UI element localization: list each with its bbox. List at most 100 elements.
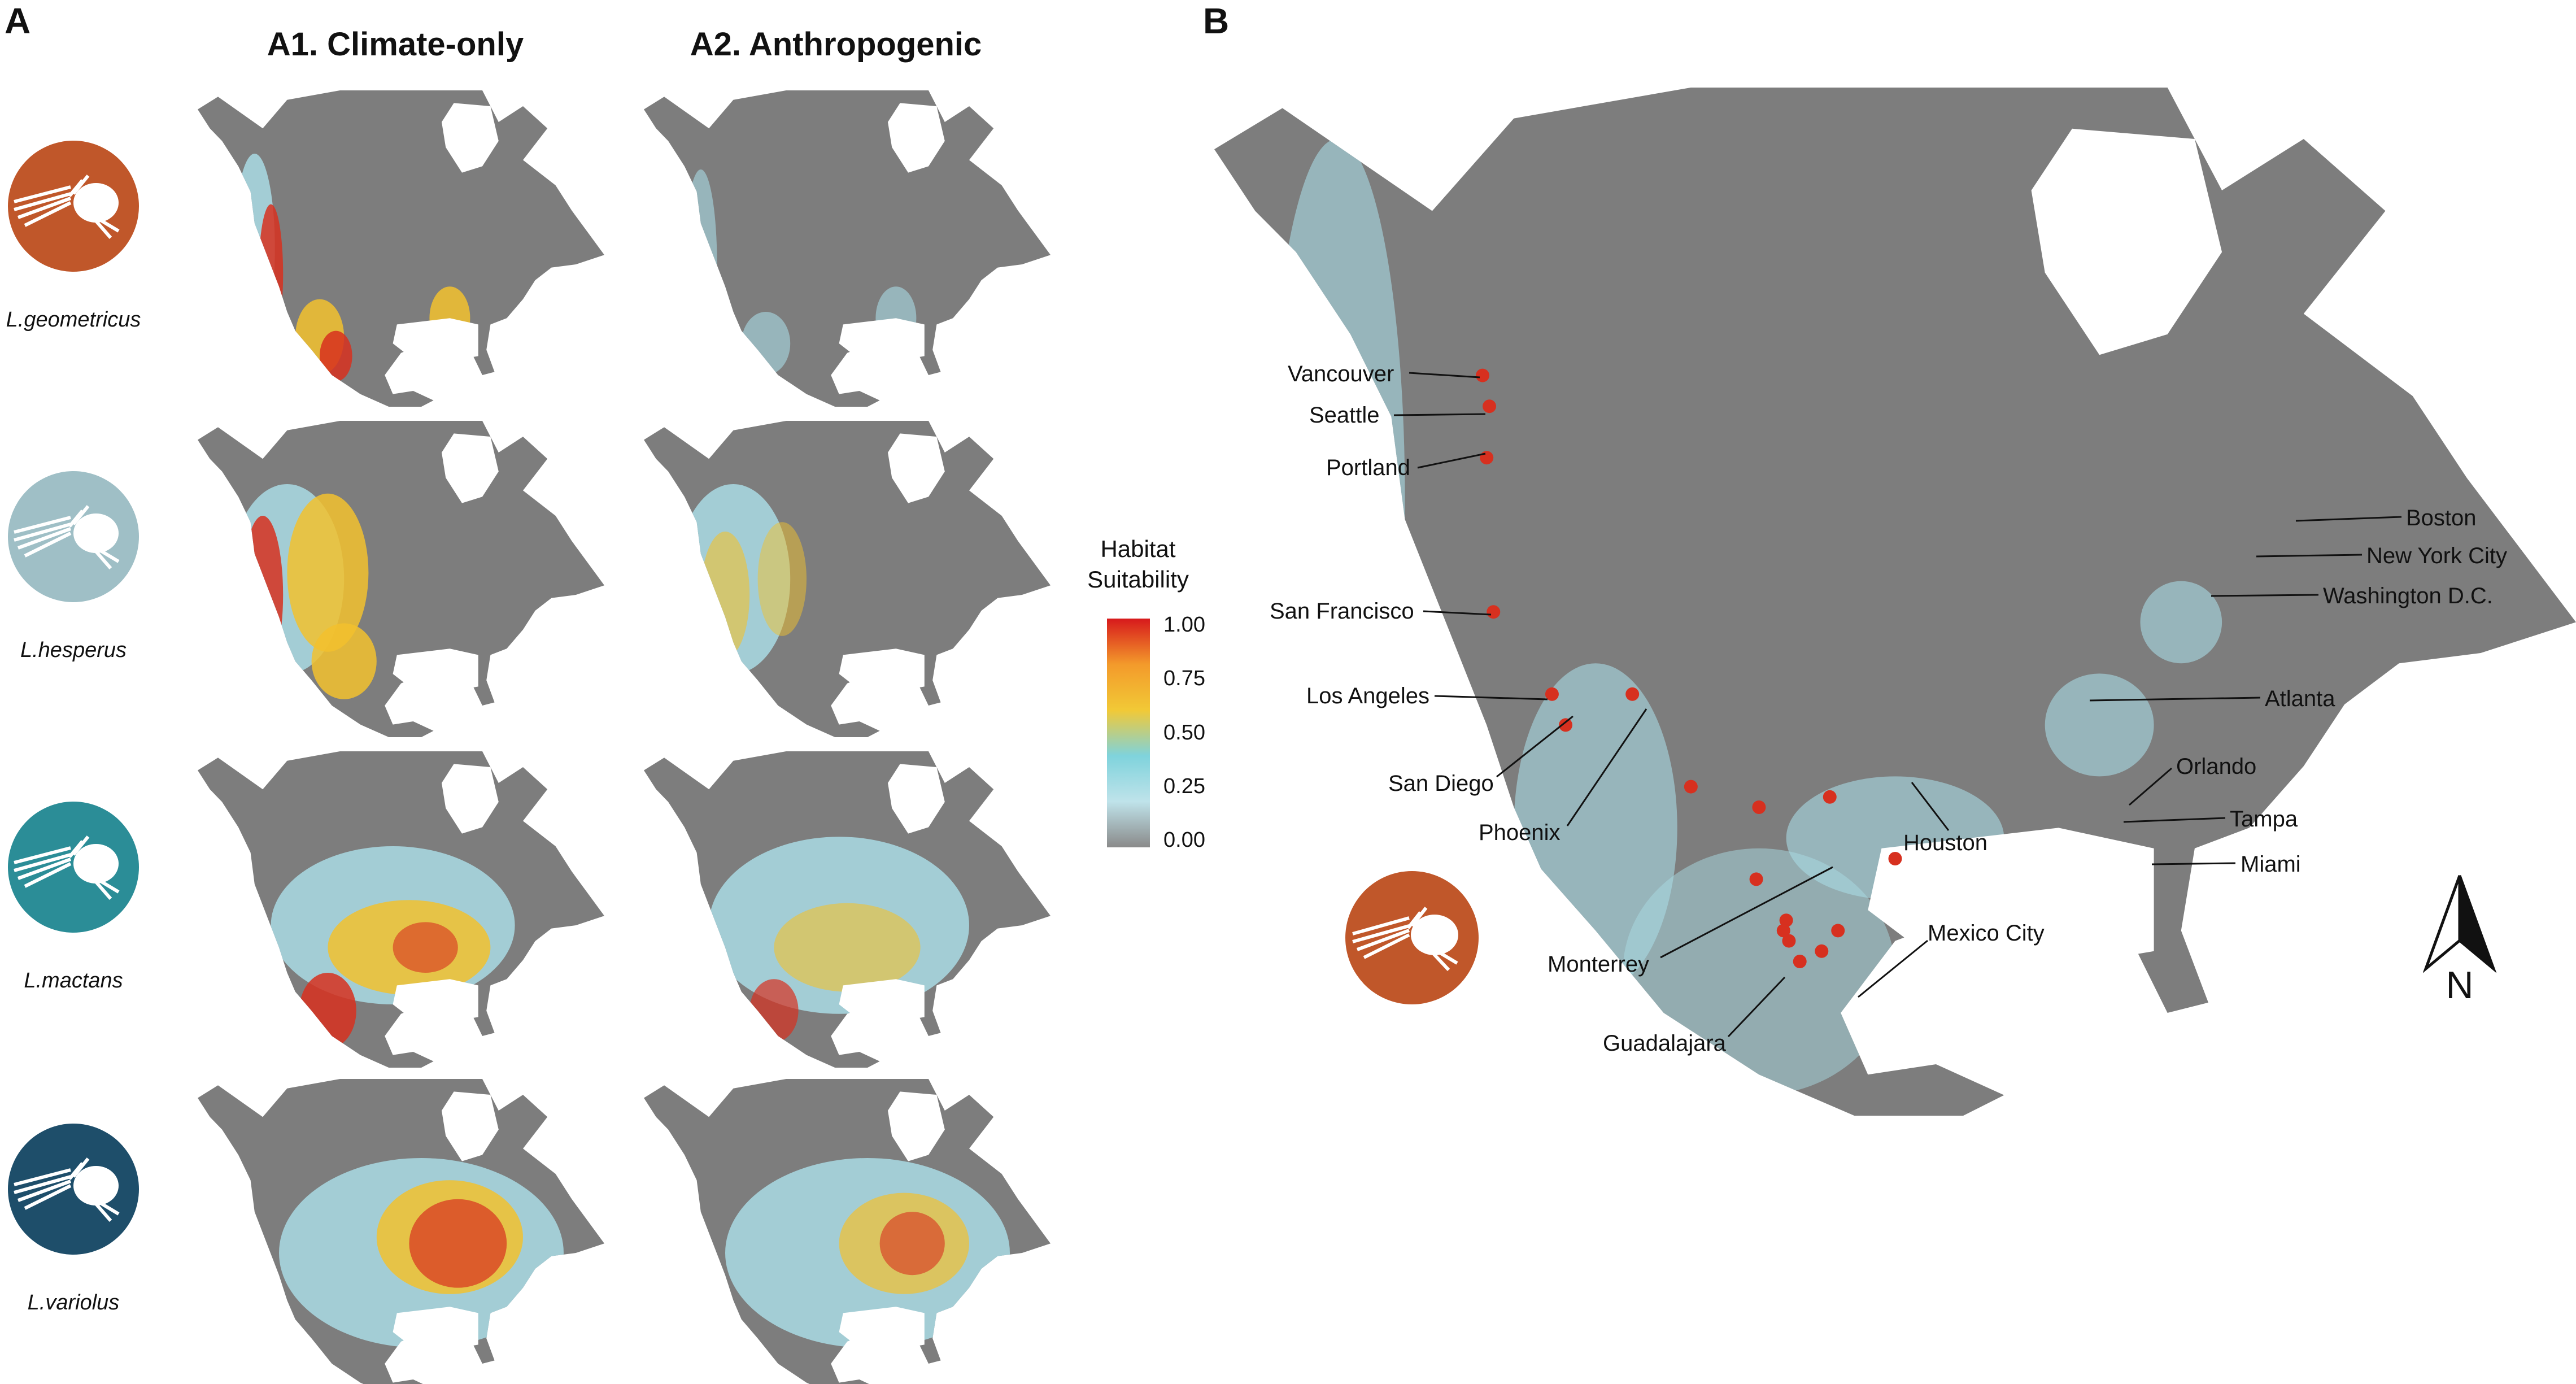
leader-orlando [2129,767,2172,806]
anthropogenic-map-3 [644,1079,1051,1384]
species-label: L.mactans [24,969,123,993]
city-label-atlanta: Atlanta [2265,686,2335,711]
leader-los-angeles [1434,695,1548,700]
city-hotspot [1888,852,1902,865]
city-label-boston: Boston [2406,506,2477,530]
city-label-los-angeles: Los Angeles [1306,684,1429,708]
species-icon-geometricus-large [1345,871,1479,1004]
gulf-of-mexico [1868,828,2154,972]
city-hotspot [1782,934,1796,948]
legend-tick-075: 0.75 [1163,667,1205,690]
legend-tick-050: 0.50 [1163,721,1205,745]
gulf-of-mexico [393,1307,478,1351]
gulf-of-mexico [839,318,925,363]
leader-seattle [1393,413,1486,416]
climate-only-map-3 [198,1079,604,1384]
hudson-bay [442,103,499,173]
species-label: L.variolus [27,1291,120,1315]
spider-icon [1352,907,1428,959]
city-label-portland: Portland [1326,455,1410,480]
leader-monterrey [1660,866,1833,959]
leader-phoenix [1566,708,1647,826]
city-hotspot [1545,687,1559,701]
city-hotspot [1793,955,1807,968]
suitability-patch [393,922,458,973]
city-hotspot [1776,924,1790,938]
species-row-1 [6,469,141,607]
city-label-san-francisco: San Francisco [1270,599,1414,624]
hudson-bay [888,1091,945,1161]
city-hotspot [1684,780,1698,794]
leader-san-francisco [1423,610,1492,616]
city-hotspot [1559,718,1573,732]
city-hotspot [1625,687,1640,701]
north-arrow-label: N [2446,964,2473,1003]
leader-vancouver [1409,372,1480,378]
city-label-monterrey: Monterrey [1548,952,1650,977]
climate-only-map-1 [198,421,604,737]
legend-title-line2: Suitability [1087,566,1189,593]
suitability-patch [287,493,369,652]
species-icon [8,141,139,272]
city-label-new-york-city: New York City [2366,543,2507,568]
column-title-anthropogenic: A2. Anthropogenic [690,26,982,63]
leader-portland [1417,452,1486,469]
suitability-patch [774,903,921,992]
suitability-patch [409,1199,507,1288]
city-hotspot [1749,872,1763,886]
leader-miami [2151,862,2236,865]
leader-washington-dc [2211,594,2319,597]
city-label-tampa: Tampa [2230,807,2298,832]
city-label-washington-dc: Washington D.C. [2323,584,2493,608]
leader-tampa [2123,817,2226,823]
spider-abdomen [1411,915,1458,955]
city-hotspot [1475,368,1489,382]
species-row-2 [6,799,141,938]
species-icon [8,1124,139,1255]
city-hotspot [1483,399,1497,414]
city-hotspot [1779,913,1793,928]
suitability-patch [757,522,807,636]
leader-houston [1911,782,1950,831]
suitability-patch [879,1212,945,1276]
gulf-of-mexico [393,649,478,693]
hudson-bay [2031,128,2222,355]
legend-title: Habitat Suitability [1065,534,1211,595]
legend-colorbar [1107,619,1150,847]
city-label-phoenix: Phoenix [1479,820,1561,845]
legend-tick-000: 0.00 [1163,828,1205,852]
city-label-seattle: Seattle [1309,403,1380,428]
city-label-orlando: Orlando [2176,754,2257,779]
column-title-climate-only: A1. Climate-only [267,26,524,63]
legend-tick-100: 1.00 [1163,613,1205,637]
gulf-of-mexico [393,979,478,1024]
small-maps-grid [198,90,1051,1384]
leader-mexico-city [1858,939,1928,998]
city-label-vancouver: Vancouver [1288,362,1394,386]
leader-san-diego [1496,715,1574,778]
hudson-bay [888,433,945,503]
north-arrow-icon: N [2423,875,2496,1003]
species-label: L.hesperus [20,638,127,662]
city-hotspot [1823,790,1837,804]
city-label-houston: Houston [1903,830,1987,855]
suitability-patch [311,623,377,699]
species-row-3 [6,1121,141,1260]
city-hotspot [1815,944,1829,958]
city-label-miami: Miami [2241,852,2301,877]
legend-title-line1: Habitat [1100,536,1176,562]
large-map-north-america [1214,88,2576,1116]
panel-b-label: B [1203,1,1230,41]
gulf-of-mexico [839,649,925,693]
panel-a-label: A [5,1,31,41]
leader-guadalajara [1727,976,1786,1038]
leader-atlanta [2089,697,2261,702]
gulf-of-mexico [839,1307,925,1351]
suitability-patch [2140,581,2222,664]
hudson-bay [888,103,945,173]
city-label-san-diego: San Diego [1388,771,1494,796]
species-label: L.geometricus [6,308,141,332]
anthropogenic-map-2 [644,751,1051,1068]
species-icon [8,802,139,933]
gulf-of-mexico [839,979,925,1024]
